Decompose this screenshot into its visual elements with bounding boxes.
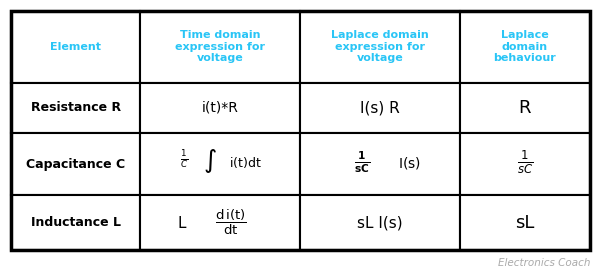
Bar — [140, 11, 301, 82]
Text: i(t)*R: i(t)*R — [202, 101, 239, 115]
Text: $\mathrm{I(s)}$: $\mathrm{I(s)}$ — [398, 155, 421, 171]
Text: $\int$: $\int$ — [203, 147, 217, 175]
Text: $\mathrm{i(t)dt}$: $\mathrm{i(t)dt}$ — [229, 155, 262, 170]
Bar — [460, 195, 590, 250]
Bar — [301, 195, 460, 250]
Text: Electronics Coach: Electronics Coach — [499, 258, 591, 268]
Text: Inductance L: Inductance L — [31, 216, 121, 229]
Text: Laplace domain
expression for
voltage: Laplace domain expression for voltage — [331, 30, 429, 63]
Bar — [460, 82, 590, 133]
Bar — [140, 133, 301, 195]
Bar — [301, 133, 460, 195]
Text: Element: Element — [50, 42, 101, 52]
Bar — [140, 82, 301, 133]
Bar — [301, 11, 460, 82]
Text: $\frac{1}{C}$: $\frac{1}{C}$ — [181, 148, 188, 170]
Text: Laplace
domain
behaviour: Laplace domain behaviour — [494, 30, 556, 63]
Text: $\dfrac{\mathrm{d\,i(t)}}{\mathrm{dt}}$: $\dfrac{\mathrm{d\,i(t)}}{\mathrm{dt}}$ — [215, 208, 247, 237]
Text: $\frac{1}{sC}$: $\frac{1}{sC}$ — [517, 149, 533, 176]
Bar — [11, 11, 140, 82]
Text: Capacitance C: Capacitance C — [26, 158, 125, 170]
Bar — [301, 82, 460, 133]
Text: sL I(s): sL I(s) — [358, 215, 403, 230]
Bar — [11, 11, 590, 250]
Text: R: R — [519, 99, 531, 117]
Text: Resistance R: Resistance R — [31, 101, 121, 114]
Text: $\mathbf{\frac{1}{sC}}$: $\mathbf{\frac{1}{sC}}$ — [354, 150, 370, 175]
Bar — [140, 195, 301, 250]
Bar — [460, 11, 590, 82]
Bar — [11, 195, 140, 250]
Text: I(s) R: I(s) R — [361, 100, 400, 115]
Bar — [11, 133, 140, 195]
Text: sL: sL — [515, 214, 535, 232]
Text: Time domain
expression for
voltage: Time domain expression for voltage — [175, 30, 265, 63]
Text: $\mathrm{L}$: $\mathrm{L}$ — [178, 215, 188, 231]
Bar — [460, 133, 590, 195]
Bar — [11, 82, 140, 133]
